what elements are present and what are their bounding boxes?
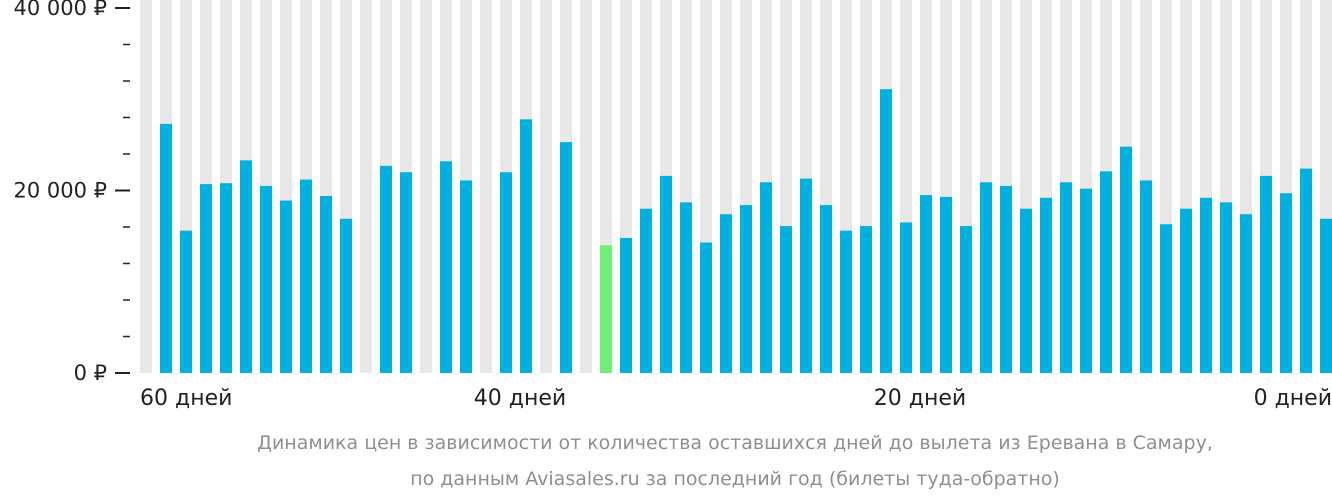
x-tick-label: 60 дней — [140, 386, 232, 411]
x-tick-label: 20 дней — [874, 386, 966, 411]
grid-column — [480, 0, 492, 373]
bar[interactable] — [1120, 146, 1132, 373]
bar[interactable] — [460, 180, 472, 373]
bar[interactable] — [340, 218, 352, 373]
bar[interactable] — [800, 178, 812, 373]
bar[interactable] — [900, 222, 912, 373]
grid-column — [540, 0, 552, 373]
bar[interactable] — [1260, 175, 1272, 373]
bar[interactable] — [560, 142, 572, 373]
bar[interactable] — [380, 165, 392, 373]
bar[interactable] — [1200, 197, 1212, 373]
bar[interactable] — [660, 175, 672, 373]
bar[interactable] — [620, 237, 632, 373]
y-axis: 0 ₽ 20 000 ₽ 40 000 ₽ — [13, 0, 130, 385]
grid-column — [420, 0, 432, 373]
bar[interactable] — [880, 89, 892, 374]
x-tick-label: 0 дней — [1254, 386, 1332, 411]
bar[interactable] — [1080, 188, 1092, 373]
bar[interactable] — [1160, 224, 1172, 373]
y-tick-label: 0 ₽ — [74, 361, 107, 385]
grid-column — [140, 0, 152, 373]
caption-line-1: Динамика цен в зависимости от количества… — [257, 432, 1213, 454]
bar[interactable] — [780, 226, 792, 373]
caption-line-2: по данным Aviasales.ru за последний год … — [410, 468, 1060, 490]
bar[interactable] — [820, 205, 832, 373]
bar[interactable] — [180, 230, 192, 373]
bar[interactable] — [1300, 168, 1312, 373]
bar[interactable] — [1240, 214, 1252, 373]
bar[interactable] — [860, 226, 872, 373]
bar[interactable] — [740, 205, 752, 373]
bar[interactable] — [320, 195, 332, 373]
y-tick-label: 40 000 ₽ — [13, 0, 107, 20]
bar[interactable] — [440, 161, 452, 373]
bars — [160, 89, 1332, 374]
bar[interactable] — [960, 226, 972, 373]
bar[interactable] — [1020, 208, 1032, 373]
grid-column — [580, 0, 592, 373]
x-axis: 60 дней 40 дней 20 дней 0 дней — [140, 386, 1332, 411]
bar[interactable] — [940, 196, 952, 373]
bar[interactable] — [640, 208, 652, 373]
bar[interactable] — [1100, 171, 1112, 373]
bar[interactable] — [240, 160, 252, 373]
bar[interactable] — [220, 183, 232, 373]
bar[interactable] — [1180, 208, 1192, 373]
bar[interactable] — [680, 202, 692, 373]
bar[interactable] — [400, 172, 412, 373]
bar-highlighted[interactable] — [600, 245, 612, 373]
bar[interactable] — [280, 200, 292, 373]
bar[interactable] — [1140, 180, 1152, 373]
bar[interactable] — [1220, 202, 1232, 373]
bar[interactable] — [1000, 185, 1012, 373]
bar[interactable] — [1040, 197, 1052, 373]
bar[interactable] — [1060, 182, 1072, 373]
x-tick-label: 40 дней — [474, 386, 566, 411]
bar[interactable] — [260, 185, 272, 373]
bar[interactable] — [980, 182, 992, 373]
bar[interactable] — [300, 179, 312, 373]
y-tick-label: 20 000 ₽ — [13, 179, 107, 203]
bar[interactable] — [920, 195, 932, 373]
bar[interactable] — [840, 230, 852, 373]
bar[interactable] — [700, 242, 712, 373]
bar[interactable] — [160, 123, 172, 373]
bar[interactable] — [720, 214, 732, 373]
price-chart: 0 ₽ 20 000 ₽ 40 000 ₽ 60 дней 40 дней 20 дне… — [13, 0, 1332, 411]
grid-column — [360, 0, 372, 373]
bar[interactable] — [1320, 218, 1332, 373]
bar[interactable] — [760, 182, 772, 373]
bar[interactable] — [200, 184, 212, 373]
bar[interactable] — [520, 119, 532, 373]
background-columns — [140, 0, 1332, 373]
bar[interactable] — [1280, 193, 1292, 373]
bar[interactable] — [500, 172, 512, 373]
